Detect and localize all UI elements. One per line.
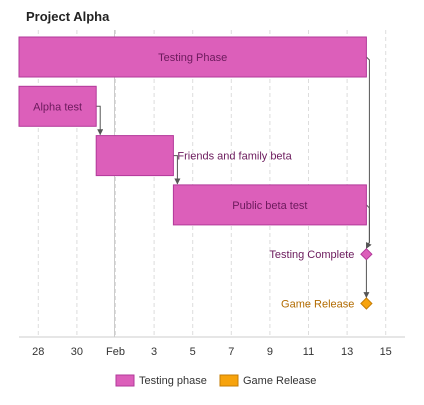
milestone-label: Testing Complete bbox=[269, 249, 354, 261]
x-tick-label: 3 bbox=[151, 346, 157, 358]
task-bars: Testing Phase Alpha test Friends and famil… bbox=[18, 36, 367, 226]
chart-title: Project Alpha bbox=[26, 9, 110, 24]
x-tick-label: 5 bbox=[190, 346, 196, 358]
x-tick-label: 13 bbox=[341, 346, 353, 358]
x-tick-label: 15 bbox=[380, 346, 392, 358]
task-bar[interactable] bbox=[172, 184, 367, 226]
dependency-arrow bbox=[173, 155, 181, 185]
milestone-diamond[interactable] bbox=[360, 247, 373, 261]
task-bar[interactable] bbox=[95, 135, 174, 177]
legend-label[interactable]: Testing phase bbox=[139, 375, 207, 387]
dependency-arrow bbox=[365, 204, 372, 249]
x-tick-label: 28 bbox=[32, 346, 44, 358]
x-tick-label: 11 bbox=[303, 346, 314, 358]
grid-lines bbox=[37, 30, 387, 337]
dependency-connectors bbox=[96, 56, 372, 299]
x-axis: 28 30 Feb 3 5 7 9 11 13 15 bbox=[19, 336, 405, 358]
task-label: Friends and family beta bbox=[177, 151, 292, 163]
x-tick-label: 30 bbox=[71, 346, 83, 358]
task-label: Public beta test bbox=[232, 200, 307, 212]
x-tick-label: 9 bbox=[267, 346, 273, 358]
legend-swatch[interactable] bbox=[219, 374, 239, 387]
milestone-label: Game Release bbox=[281, 299, 354, 311]
legend-swatch[interactable] bbox=[115, 374, 135, 387]
milestone-diamond[interactable] bbox=[360, 297, 373, 310]
task-bar[interactable] bbox=[18, 85, 97, 127]
dependency-arrow bbox=[96, 105, 104, 136]
task-label: Testing Phase bbox=[158, 52, 227, 64]
legend-label[interactable]: Game Release bbox=[243, 375, 316, 387]
milestones: Testing Complete Game Release bbox=[269, 247, 373, 311]
x-tick-label: 7 bbox=[228, 346, 234, 358]
legend: Testing phase Game Release bbox=[115, 374, 316, 387]
task-label: Alpha test bbox=[33, 101, 82, 113]
task-bar[interactable] bbox=[18, 36, 367, 78]
x-tick-label: Feb bbox=[106, 346, 125, 358]
